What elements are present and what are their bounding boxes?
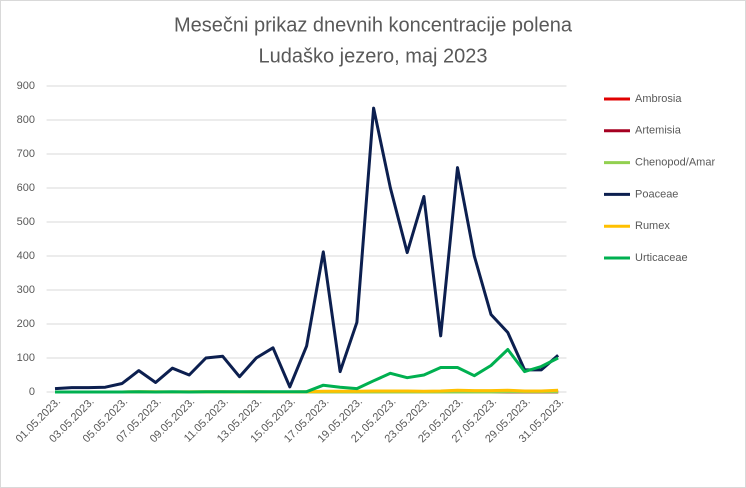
y-tick-label: 200: [17, 318, 35, 330]
y-tick-label: 300: [17, 284, 35, 296]
legend-label: Poaceae: [635, 188, 678, 200]
y-tick-label: 900: [17, 80, 35, 92]
y-tick-label: 600: [17, 182, 35, 194]
legend-label: Urticaceae: [635, 252, 688, 264]
y-tick-label: 100: [17, 352, 35, 364]
legend-label: Chenopod/Amar: [635, 157, 715, 169]
y-tick-label: 400: [17, 250, 35, 262]
legend-label: Rumex: [635, 220, 670, 232]
y-tick-label: 700: [17, 148, 35, 160]
y-tick-label: 500: [17, 216, 35, 228]
legend-label: Ambrosia: [635, 93, 682, 105]
series-line: [55, 348, 559, 394]
chart-subtitle: Ludaško jezero, maj 2023: [258, 45, 487, 67]
chart-title: Mesečni prikaz dnevnih koncentracije pol…: [174, 14, 573, 36]
y-tick-label: 0: [29, 386, 35, 398]
y-tick-label: 800: [17, 114, 35, 126]
series-line: [54, 106, 560, 391]
legend-label: Artemisia: [635, 125, 682, 137]
